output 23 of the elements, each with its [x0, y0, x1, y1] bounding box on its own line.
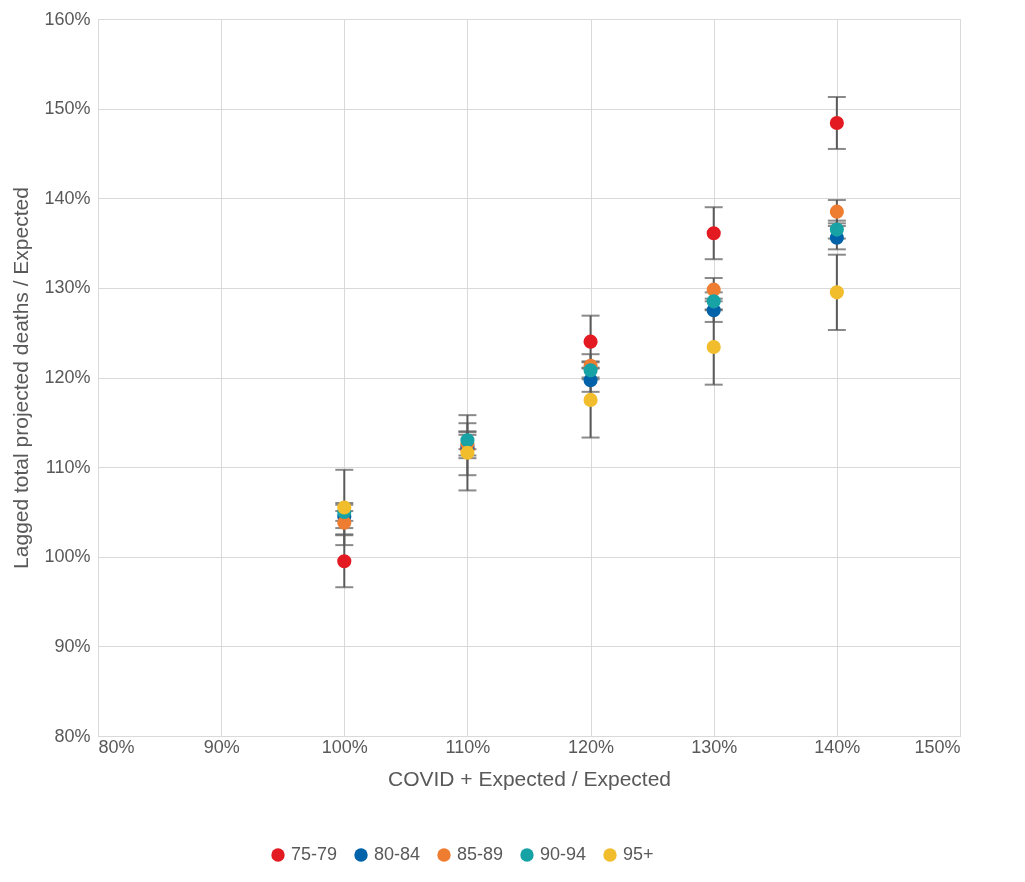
x-tick-label: 90%	[203, 736, 240, 757]
y-tick-label: 120%	[44, 367, 91, 387]
y-tick-label: 150%	[44, 98, 91, 119]
x-tick-label: 130%	[691, 736, 738, 757]
x-tick-label: 150%	[914, 736, 961, 757]
x-tick-label: 120%	[568, 736, 615, 757]
legend-label: 75-79	[291, 844, 338, 864]
y-tick-label: 130%	[44, 277, 91, 298]
x-tick-label: 100%	[321, 736, 368, 757]
legend-label: 90-94	[540, 844, 587, 864]
x-tick-label: 80%	[98, 736, 135, 757]
y-tick-label: 160%	[44, 8, 91, 29]
y-tick-label: 140%	[44, 187, 91, 208]
x-axis-title: COVID + Expected / Expected	[387, 766, 672, 790]
x-tick-label: 140%	[814, 736, 861, 757]
y-axis-title: Lagged total projected deaths / Expected	[9, 187, 33, 569]
legend-label: 95+	[623, 844, 654, 864]
y-tick-label: 90%	[54, 635, 91, 656]
y-tick-label: 100%	[44, 546, 91, 567]
legend-label: 85-89	[457, 844, 504, 864]
y-tick-label: 110%	[45, 456, 91, 477]
x-tick-label: 110%	[445, 736, 491, 757]
legend-label: 80-84	[374, 844, 421, 864]
